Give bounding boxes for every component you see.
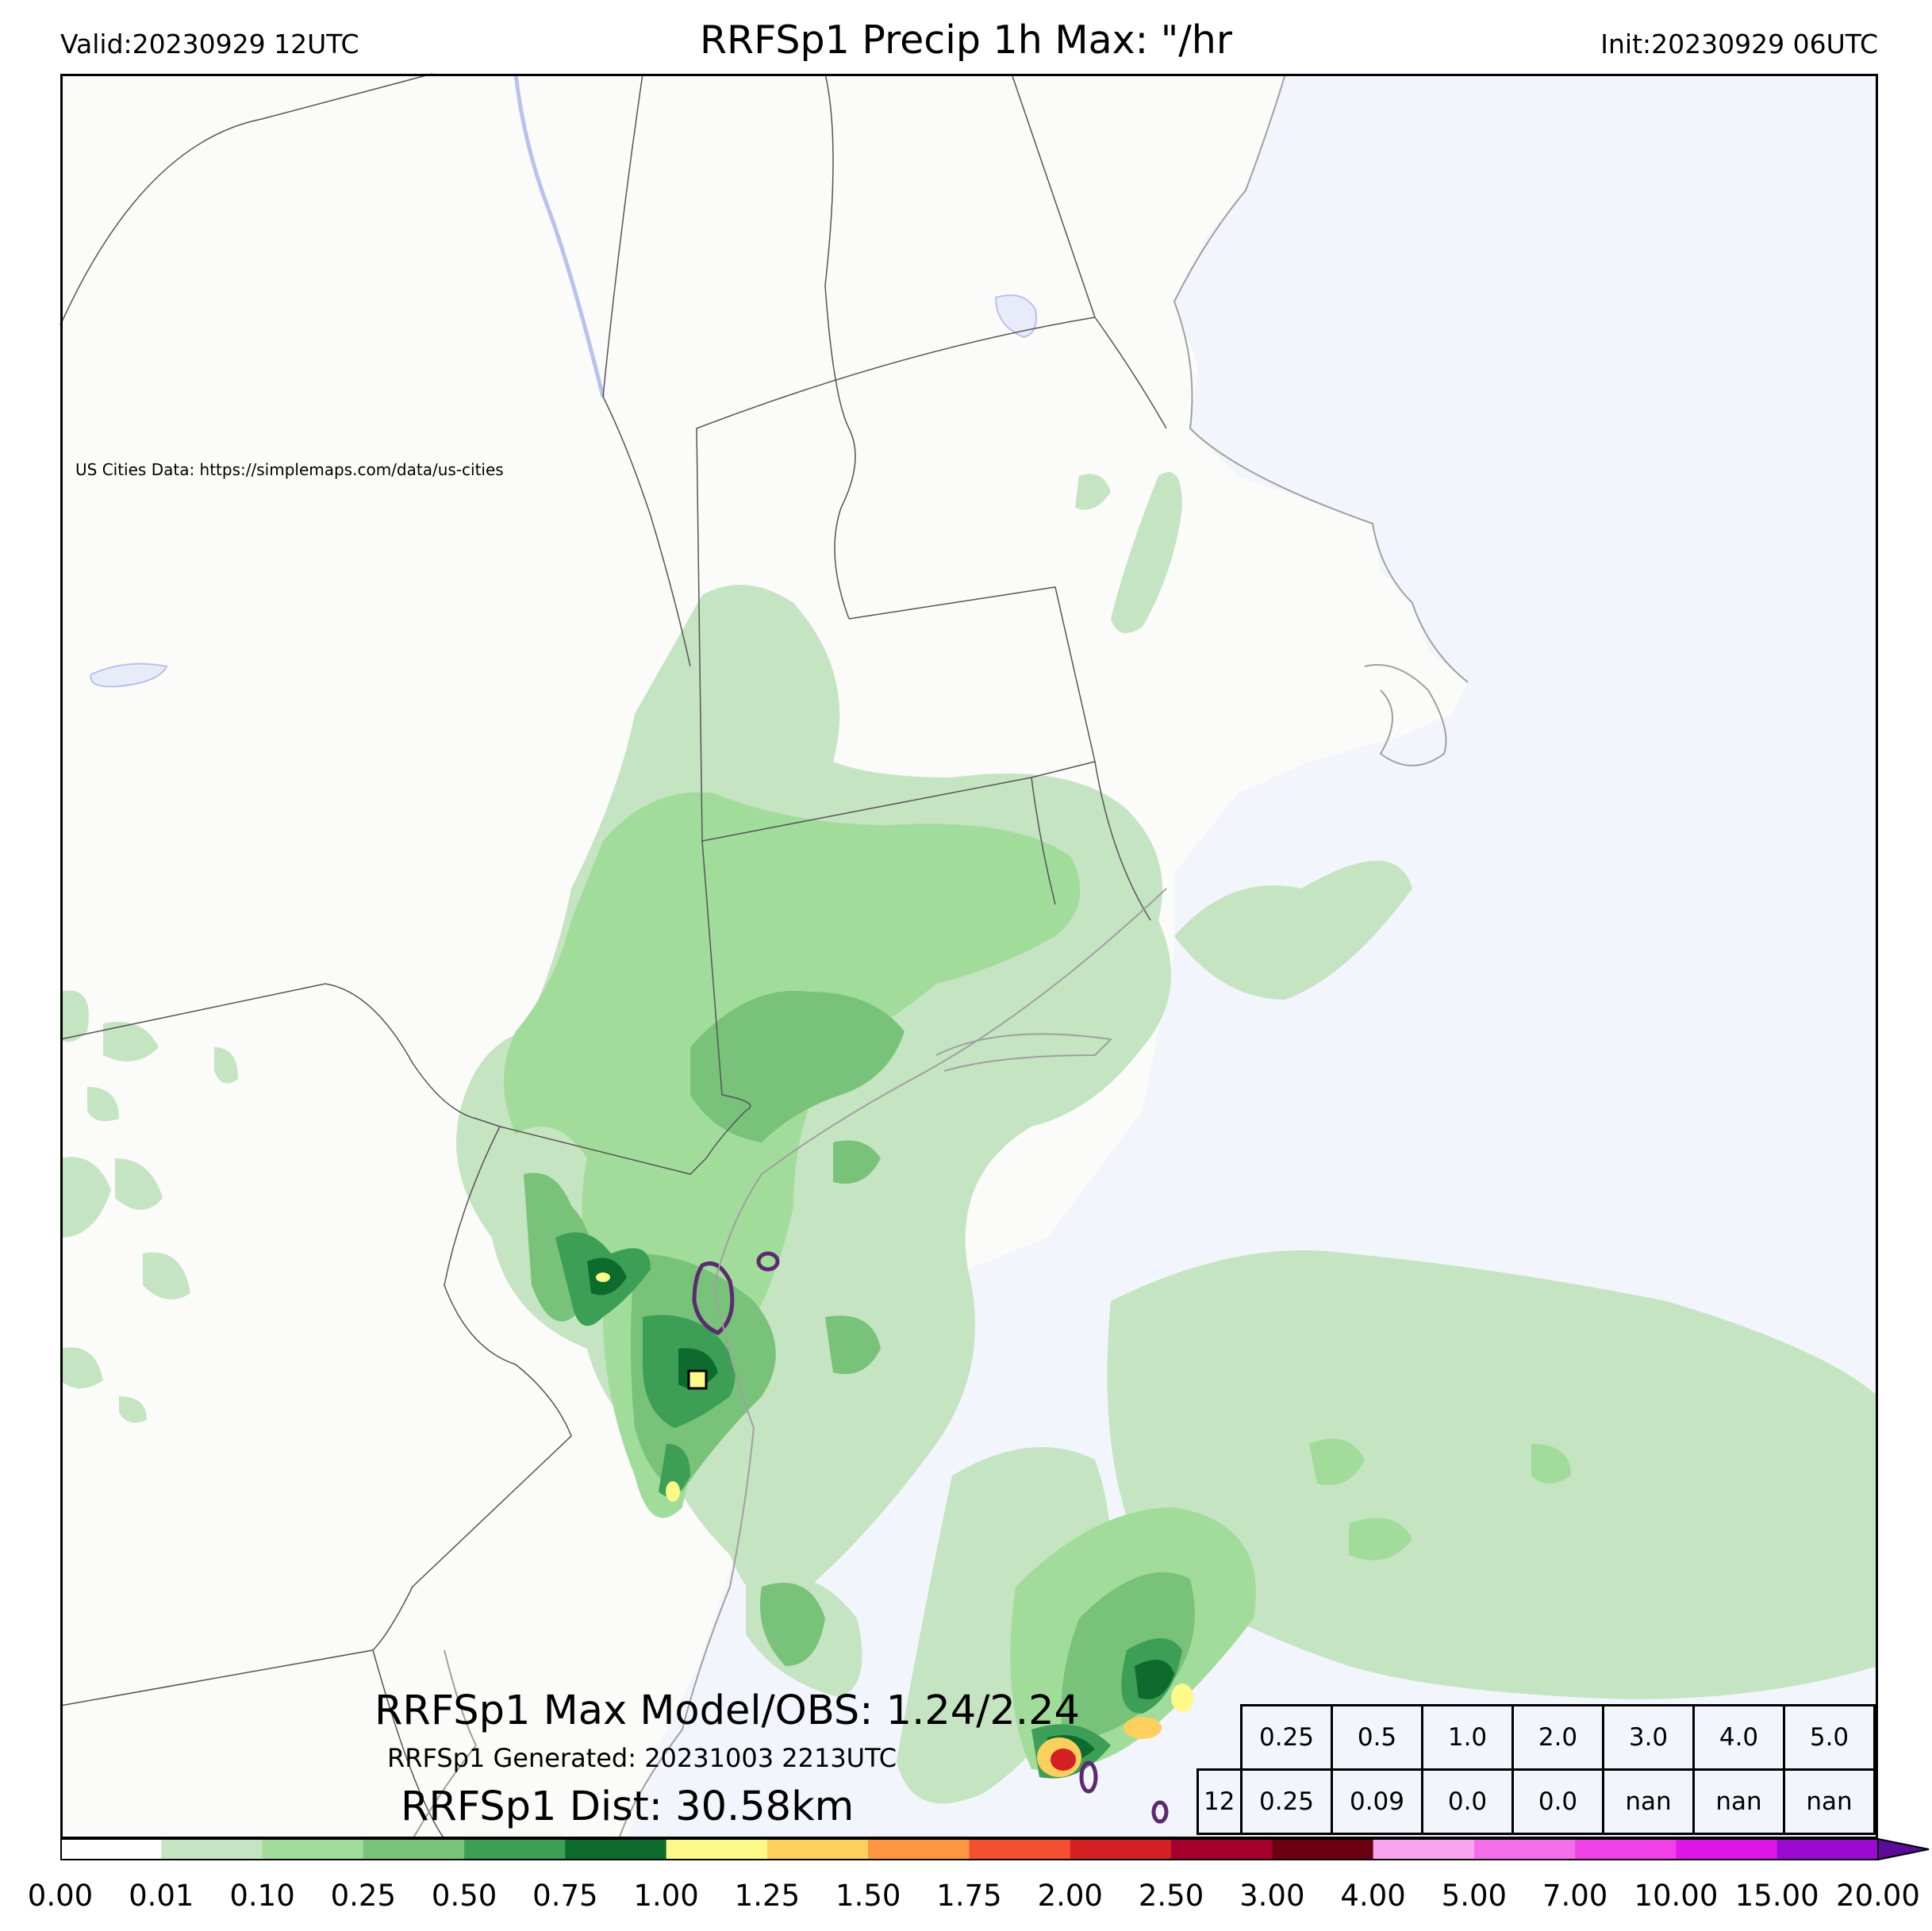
generated-time: RRFSp1 Generated: 20231003 2213UTC xyxy=(387,1743,897,1773)
max-model-obs: RRFSp1 Max Model/OBS: 1.24/2.24 xyxy=(374,1687,1080,1734)
colorbar-segment xyxy=(565,1839,667,1860)
state-borders xyxy=(60,73,1167,1840)
colorbar-tick-label: 1.00 xyxy=(633,1879,699,1913)
colorbar-tick-label: 15.00 xyxy=(1734,1879,1819,1913)
coastlines xyxy=(412,73,1469,1840)
colorbar-segment xyxy=(161,1839,263,1860)
distance-stat: RRFSp1 Dist: 30.58km xyxy=(401,1783,855,1830)
threshold-cell: 5.0 xyxy=(1783,1704,1876,1771)
threshold-table: 0.25 0.5 1.0 2.0 3.0 4.0 5.0 12 0.25 0.0… xyxy=(1196,1704,1876,1835)
colorbar-segment xyxy=(262,1839,364,1860)
precip-shade-high xyxy=(596,1273,1193,1777)
value-cell: 0.09 xyxy=(1331,1768,1423,1835)
threshold-cell: 0.25 xyxy=(1240,1704,1333,1771)
colorbar-tick-label: 5.00 xyxy=(1441,1879,1508,1913)
colorbar-tick-label: 0.75 xyxy=(532,1879,598,1913)
threshold-row: 0.25 0.5 1.0 2.0 3.0 4.0 5.0 xyxy=(1198,1704,1876,1771)
colorbar-tick-label: 7.00 xyxy=(1542,1879,1608,1913)
init-time: Init:20230929 06UTC xyxy=(1600,29,1878,60)
colorbar-tick-label: 20.00 xyxy=(1836,1879,1920,1913)
threshold-cell: 4.0 xyxy=(1692,1704,1785,1771)
colorbar-tick-label: 1.50 xyxy=(835,1879,901,1913)
colorbar xyxy=(60,1837,1930,1861)
colorbar-segment xyxy=(1575,1839,1677,1860)
value-cell: 0.25 xyxy=(1240,1768,1333,1835)
value-cell: 0.0 xyxy=(1511,1768,1604,1835)
colorbar-segment xyxy=(1776,1839,1879,1860)
colorbar-outline xyxy=(60,1838,1879,1860)
colorbar-segment xyxy=(1070,1839,1172,1860)
colorbar-tick-label: 0.00 xyxy=(27,1879,94,1913)
colorbar-segment xyxy=(464,1839,566,1860)
valid-time: Valid:20230929 12UTC xyxy=(60,29,359,60)
map-frame xyxy=(60,74,1878,1839)
colorbar-segment xyxy=(1676,1839,1778,1860)
colorbar-tick-label: 2.00 xyxy=(1037,1879,1103,1913)
colorbar-tick-label: 0.50 xyxy=(431,1879,497,1913)
value-cell: nan xyxy=(1783,1768,1876,1835)
value-cell: nan xyxy=(1692,1768,1785,1835)
threshold-cell: 3.0 xyxy=(1602,1704,1695,1771)
colorbar-tick-label: 0.25 xyxy=(330,1879,397,1913)
value-cell: nan xyxy=(1602,1768,1695,1835)
colorbar-segment xyxy=(1473,1839,1576,1860)
threshold-cell: 2.0 xyxy=(1511,1704,1604,1771)
colorbar-tick-label: 0.01 xyxy=(129,1879,194,1913)
colorbar-tick-label: 1.75 xyxy=(936,1879,1002,1913)
colorbar-tick-label: 10.00 xyxy=(1634,1879,1719,1913)
value-cell: 0.0 xyxy=(1421,1768,1514,1835)
lake xyxy=(90,662,168,688)
colorbar-extend-arrow xyxy=(1877,1837,1930,1861)
map-title: RRFSp1 Precip 1h Max: "/hr xyxy=(700,17,1232,63)
colorbar-segment xyxy=(60,1839,162,1860)
colorbar-tick-label: 1.25 xyxy=(734,1879,801,1913)
colorbar-segment xyxy=(969,1839,1071,1860)
threshold-cell: 0.5 xyxy=(1331,1704,1423,1771)
colorbar-tick-label: 3.00 xyxy=(1239,1879,1305,1913)
colorbar-segment xyxy=(868,1839,970,1860)
colorbar-segment xyxy=(1272,1839,1374,1860)
colorbar-segment xyxy=(363,1839,465,1860)
colorbar-segment xyxy=(766,1839,869,1860)
threshold-cell: 1.0 xyxy=(1421,1704,1514,1771)
row-label: 12 xyxy=(1196,1768,1243,1835)
colorbar-tick-label: 4.00 xyxy=(1340,1879,1406,1913)
colorbar-segment xyxy=(1171,1839,1273,1860)
colorbar-tick-label: 0.10 xyxy=(229,1879,295,1913)
colorbar-segment xyxy=(1373,1839,1475,1860)
colorbar-segment xyxy=(666,1839,768,1860)
colorbar-tick-label: 2.50 xyxy=(1138,1879,1204,1913)
lake xyxy=(513,73,605,397)
value-row: 12 0.25 0.09 0.0 0.0 nan nan nan xyxy=(1196,1768,1876,1835)
lake xyxy=(994,294,1037,339)
data-credit: US Cities Data: https://simplemaps.com/d… xyxy=(75,460,504,479)
